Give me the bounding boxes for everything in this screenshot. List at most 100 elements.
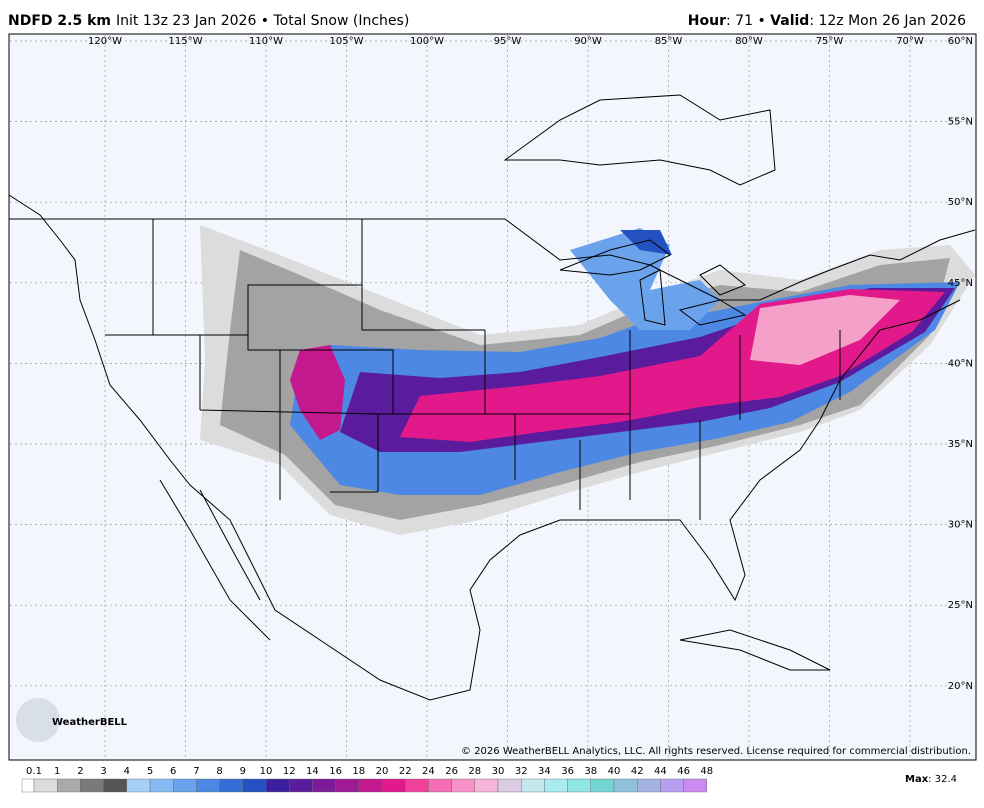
logo-emblem (16, 698, 60, 742)
snow-dark-blue (620, 230, 672, 255)
legend-swatch (312, 778, 336, 793)
latitude-label: 25°N (948, 600, 973, 611)
longitude-labels: 120°W 115°W 110°W 105°W 100°W 95°W 90°W 85°W 80°… (88, 36, 924, 47)
legend-label: 10 (260, 766, 273, 777)
legend-label: 16 (329, 766, 342, 777)
colon: : (726, 13, 735, 29)
legend-label: 48 (700, 766, 713, 777)
legend-label: 38 (584, 766, 597, 777)
latitude-label: 35°N (948, 439, 973, 450)
latitude-label: 30°N (948, 520, 973, 531)
legend-label: 4 (124, 766, 130, 777)
legend-swatch (358, 778, 383, 793)
legend-swatch (660, 778, 684, 793)
valid: 12z Mon 26 Jan 2026 (818, 13, 966, 29)
country-border (9, 218, 976, 301)
legend-swatch (33, 778, 58, 793)
latitude-labels: 60°N 55°N 50°N 45°N 40°N 35°N 30°N 25°N 20°N (948, 36, 973, 692)
baja (159, 479, 271, 641)
legend-swatch (637, 778, 661, 793)
longitude-label: 95°W (494, 36, 522, 47)
latitude-label: 55°N (948, 117, 973, 128)
legend-label: 26 (445, 766, 458, 777)
legend-swatch (196, 778, 220, 793)
longitude-label: 70°W (896, 36, 924, 47)
legend-label: 40 (608, 766, 621, 777)
colon: : (928, 774, 935, 785)
bullet: • (753, 13, 770, 29)
legend-swatch (21, 778, 35, 793)
longitude-label: 90°W (574, 36, 602, 47)
cuba (679, 629, 831, 671)
legend-label: 30 (492, 766, 505, 777)
longitude-label: 75°W (816, 36, 844, 47)
legend-swatch (172, 778, 197, 793)
legend-label: 2 (77, 766, 83, 777)
color-legend: 0.1 1 2 3 4 5 6 7 8 9 10 12 14 16 18 20 22 24 26 28 30 32 34 36… (21, 766, 713, 793)
latitude-label: 45°N (948, 278, 973, 289)
legend-label: 28 (468, 766, 481, 777)
legend-swatch (80, 778, 104, 793)
legend-label: 18 (352, 766, 365, 777)
legend-swatch (405, 778, 429, 793)
legend-label: 34 (538, 766, 551, 777)
hour-label: Hour (688, 13, 726, 29)
legend-label: 32 (515, 766, 528, 777)
legend-label: 9 (240, 766, 246, 777)
copyright: © 2026 WeatherBELL Analytics, LLC. All r… (461, 746, 971, 757)
max-value: 32.4 (935, 774, 957, 785)
legend-swatch (683, 778, 707, 793)
legend-label: 36 (561, 766, 574, 777)
snow-light-pink (750, 295, 900, 365)
snow-blue-lakes (570, 228, 720, 330)
longitude-label: 115°W (169, 36, 203, 47)
legend-swatch (103, 778, 127, 793)
west-coast (8, 194, 961, 701)
legend-swatch (590, 778, 615, 793)
legend-swatch (567, 778, 591, 793)
legend-label: 6 (170, 766, 176, 777)
valid-label: Valid (770, 13, 809, 29)
longitude-label: 80°W (735, 36, 763, 47)
legend-swatch (428, 778, 452, 793)
latitude-label: 60°N (948, 36, 973, 47)
longitude-label: 100°W (410, 36, 444, 47)
legend-label: 5 (147, 766, 153, 777)
legend-label: 8 (216, 766, 222, 777)
hudson-bay (503, 94, 776, 186)
legend-swatch (613, 778, 638, 793)
model-name: NDFD 2.5 km (8, 13, 111, 29)
legend-swatch (242, 778, 267, 793)
latitude-label: 20°N (948, 681, 973, 692)
model: NDFD 2.5 km Init 13z 23 Jan 2026 • Total … (8, 13, 409, 29)
legend-swatch (335, 778, 360, 793)
latitude-label: 40°N (948, 358, 973, 369)
legend-swatch (219, 778, 244, 793)
legend-label: 1 (54, 766, 60, 777)
legend-swatch (521, 778, 545, 793)
legend-swatch (381, 778, 406, 793)
legend-swatch (544, 778, 568, 793)
longitude-label: 120°W (88, 36, 122, 47)
legend-label: 3 (100, 766, 106, 777)
legend-swatch (497, 778, 522, 793)
subtitle: Init 13z 23 Jan 2026 • Total Snow (Inche… (116, 13, 409, 29)
legend-label: 0.1 (26, 766, 42, 777)
hour: 71 (735, 13, 753, 29)
legend-label: 14 (306, 766, 319, 777)
legend-swatch (126, 778, 151, 793)
great-lakes (559, 239, 747, 326)
legend-swatch (289, 778, 313, 793)
colon: : (809, 13, 818, 29)
legend-label: 24 (422, 766, 435, 777)
legend-label: 42 (631, 766, 644, 777)
longitude-label: 105°W (330, 36, 364, 47)
latitude-label: 50°N (948, 197, 973, 208)
legend-swatch (451, 778, 476, 793)
max-label: Max (905, 774, 929, 785)
state-lines (105, 219, 841, 520)
map: 120°W 115°W 110°W 105°W 100°W 95°W 90°W 85°W 80°… (8, 33, 977, 761)
longitude-label: 110°W (249, 36, 283, 47)
